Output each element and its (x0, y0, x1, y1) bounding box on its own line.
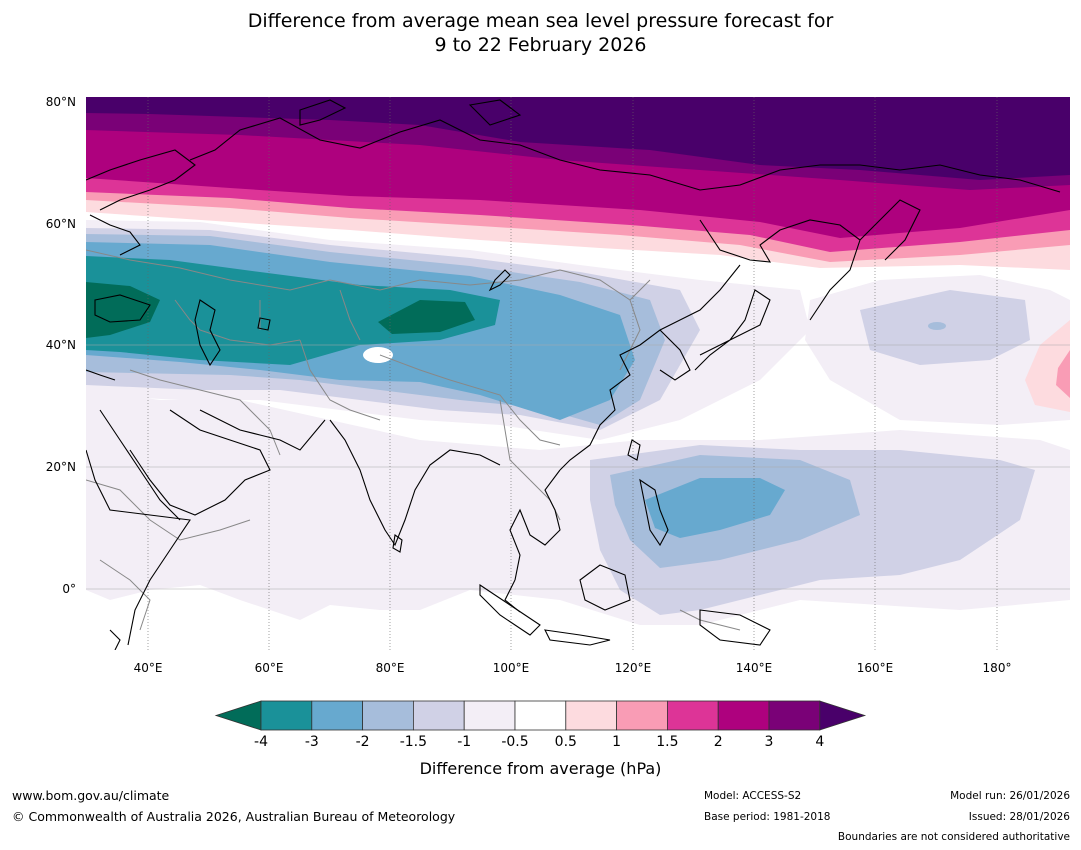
coast-new-guinea (699, 609, 771, 646)
coast-caspian (194, 299, 221, 367)
map-title: Difference from average mean sea level p… (0, 9, 1081, 57)
coast-arabia (129, 409, 271, 516)
contour-white-tibet (363, 347, 393, 363)
lon-label-80e: 80°E (375, 661, 405, 675)
coast-india (329, 419, 501, 547)
coast-sumatra (479, 583, 541, 636)
colorbar-extend-max (819, 700, 867, 731)
colorbar-tick-label: -1.5 (399, 734, 428, 750)
footer-website[interactable]: www.bom.gov.au/climate (12, 788, 170, 803)
colorbar-bin (616, 700, 668, 731)
colorbar-tick-label: -2 (355, 734, 370, 750)
coast-korea (659, 329, 691, 381)
lon-label-40e: 40°E (133, 661, 163, 675)
contour-dark-teal-east (378, 300, 475, 334)
footer-copyright: © Commonwealth of Australia 2026, Austra… (12, 809, 456, 824)
colorbar-bin (260, 700, 313, 731)
colorbar-tick-label: 3 (764, 734, 774, 750)
contour-teal-asia (86, 256, 500, 365)
lon-label-180: 180° (982, 661, 1012, 675)
colorbar-tick-label: 1 (612, 734, 622, 750)
footer-model-run: Model run: 26/01/2026 (950, 790, 1070, 802)
coast-scandinavia (86, 149, 196, 211)
map-title-line1: Difference from average mean sea level p… (247, 10, 834, 32)
coast-indochina (509, 469, 561, 581)
colorbar-bin (667, 700, 719, 731)
colorbar-bin (717, 700, 770, 731)
map-area (86, 97, 1070, 650)
colorbar (214, 700, 867, 731)
lat-label-80n: 80°N (45, 95, 76, 109)
contour-pale-pink-east (1025, 320, 1070, 412)
coast-taiwan (627, 439, 641, 461)
colorbar-bin (362, 700, 414, 731)
contour-blue-tropics (645, 478, 785, 538)
coast-taymyr (468, 99, 522, 126)
coast-baltic (89, 214, 141, 256)
footer-base-period: Base period: 1981-2018 (704, 811, 831, 823)
colorbar-bin (311, 700, 363, 731)
coast-aral (257, 317, 271, 331)
colorbar-tick-label: 0.5 (554, 734, 577, 750)
contour-blue-pacific-core (928, 322, 946, 330)
colorbar-bin (514, 700, 567, 731)
footer-disclaimer: Boundaries are not considered authoritat… (837, 831, 1070, 843)
lat-label-60n: 60°N (45, 217, 76, 231)
map-title-line2: 9 to 22 February 2026 (434, 34, 647, 56)
colorbar-tick-label: -0.5 (501, 734, 529, 750)
coast-persian-gulf (199, 409, 326, 451)
coast-east-asia (559, 264, 741, 471)
lon-label-100e: 100°E (492, 661, 530, 675)
coast-madagascar (109, 629, 121, 650)
coast-kamchatka (859, 199, 921, 261)
lat-label-40n: 40°N (45, 338, 76, 352)
lat-label-equator: 0° (62, 582, 76, 596)
coastlines (86, 99, 1061, 650)
colorbar-bin (565, 700, 617, 731)
country-borders (86, 249, 741, 631)
contour-pink-east (1056, 350, 1070, 398)
colorbar-bin (768, 700, 821, 731)
coast-red-sea (99, 409, 181, 521)
colorbar-tick-label: 1.5 (656, 734, 679, 750)
coast-mediterranean (86, 369, 116, 381)
lat-label-20n: 20°N (45, 460, 76, 474)
colorbar-bin (463, 700, 516, 731)
colorbar-title: Difference from average (hPa) (419, 759, 662, 778)
coast-black-sea (94, 294, 151, 323)
footer-model: Model: ACCESS-S2 (704, 790, 802, 802)
coast-java (544, 629, 611, 646)
contour-dark-teal-west (86, 282, 160, 338)
coast-okhotsk (699, 219, 861, 321)
coast-novaya-zemlya (299, 99, 347, 126)
coast-japan (694, 289, 771, 371)
coast-baikal (488, 269, 511, 292)
lon-label-160e: 160°E (856, 661, 894, 675)
coast-borneo (579, 564, 631, 611)
lon-label-120e: 120°E (614, 661, 652, 675)
colorbar-tick-label: 2 (713, 734, 723, 750)
coast-east-africa (86, 449, 191, 646)
colorbar-extend-min (214, 700, 262, 731)
coast-sri-lanka (392, 534, 403, 553)
coast-arctic (189, 117, 1061, 193)
colorbar-tick-label: -1 (457, 734, 472, 750)
coast-philippines (639, 478, 669, 547)
colorbar-tick-label: -4 (254, 734, 268, 750)
footer-issued: Issued: 28/01/2026 (968, 811, 1070, 823)
graticule (86, 97, 1070, 650)
lon-label-60e: 60°E (254, 661, 284, 675)
colorbar-tick-label: -3 (304, 734, 319, 750)
colorbar-bin (412, 700, 465, 731)
contour-dark-purple-north (86, 97, 1070, 180)
lon-label-140e: 140°E (735, 661, 773, 675)
colorbar-tick-label: 4 (815, 734, 825, 750)
